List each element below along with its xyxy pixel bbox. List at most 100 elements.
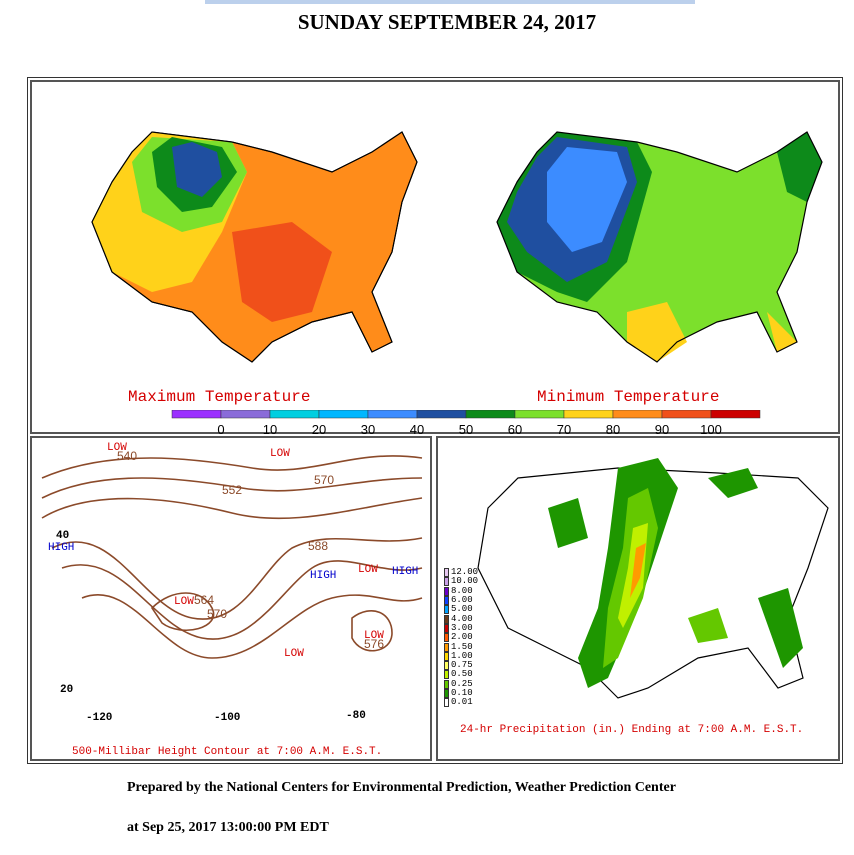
- precip-legend-row: 0.01: [444, 697, 478, 708]
- precip-legend-swatch: [444, 577, 449, 587]
- low-marker-north: LOW: [270, 448, 290, 460]
- precipitation-map: [477, 458, 829, 699]
- precip-legend-row: 3.00: [444, 622, 478, 633]
- precip-legend-swatch: [444, 614, 449, 624]
- scale-swatch: [318, 410, 369, 419]
- precip-legend-swatch: [444, 586, 449, 596]
- scale-swatch: [514, 410, 565, 419]
- scale-tick-label: 40: [410, 422, 424, 437]
- temperature-panel: Maximum Temperature Minimum Temperature …: [30, 80, 840, 437]
- precipitation-legend: 12.00 10.00 8.00 6.00 5.00 4.00 3.00 2.00 1.50 1.…: [444, 567, 479, 708]
- precip-legend-label: 0.25: [451, 678, 473, 689]
- precip-legend-row: 10.00: [444, 576, 479, 587]
- page-title: SUNDAY SEPTEMBER 24, 2017: [297, 10, 597, 34]
- high-marker-east: HIGH: [392, 566, 419, 578]
- precip-legend-label: 0.75: [451, 660, 473, 671]
- scale-tick-label: 30: [361, 422, 375, 437]
- precip-legend-row: 2.00: [444, 632, 478, 643]
- precip-legend-label: 0.01: [451, 697, 473, 708]
- precip-legend-swatch: [444, 605, 449, 615]
- scale-tick-label: 80: [606, 422, 620, 437]
- height-contour-panel: 552 588 564 576 570 570 540 HIGH HIGH HI…: [30, 436, 432, 761]
- scale-tick-label: 50: [459, 422, 473, 437]
- precipitation-panel: 12.00 10.00 8.00 6.00 5.00 4.00 3.00 2.00 1.50 1.…: [436, 436, 840, 761]
- max-temperature-map: [91, 131, 418, 363]
- low-marker-north-west: LOW: [107, 442, 127, 454]
- precip-legend-label: 1.50: [451, 641, 473, 652]
- precip-legend-label: 12.00: [451, 567, 479, 578]
- precip-legend-label: 3.00: [451, 622, 473, 633]
- scale-swatch: [465, 410, 516, 419]
- lon-label-80: -80: [346, 710, 366, 722]
- high-marker-west: HIGH: [48, 542, 75, 554]
- scale-swatch: [612, 410, 663, 419]
- lat-label-20: 20: [60, 684, 74, 696]
- temperature-color-scale: 0 10 20 30 40 50 60 70 80 90 100: [171, 410, 761, 437]
- precip-legend-swatch: [444, 670, 449, 680]
- precip-legend-row: 0.10: [444, 689, 478, 698]
- lat-label-40: 40: [56, 530, 70, 542]
- svg-text:570: 570: [207, 607, 227, 621]
- low-marker-east: LOW: [358, 564, 378, 576]
- precip-legend-row: 8.00: [444, 586, 478, 596]
- scale-tick-label: 60: [508, 422, 522, 437]
- scale-tick-label: 20: [312, 422, 326, 437]
- scale-swatch: [661, 410, 712, 419]
- timestamp-line: at Sep 25, 2017 13:00:00 PM EDT: [127, 820, 329, 835]
- scale-tick-label: 90: [655, 422, 669, 437]
- precip-legend-swatch: [444, 623, 449, 633]
- precip-legend-row: 1.00: [444, 651, 478, 661]
- svg-text:564: 564: [194, 593, 214, 607]
- precip-legend-swatch: [444, 651, 449, 661]
- scale-swatch: [171, 410, 222, 419]
- svg-text:540: 540: [117, 449, 137, 463]
- lon-label-120: -120: [86, 712, 113, 724]
- precip-legend-label: 10.00: [451, 576, 479, 587]
- scale-swatch: [269, 410, 320, 419]
- low-marker-atlantic: LOW: [364, 630, 384, 642]
- scale-tick-label: 70: [557, 422, 571, 437]
- min-temperature-map: [496, 131, 823, 363]
- header-image-strip: [205, 0, 695, 4]
- svg-text:588: 588: [308, 539, 328, 553]
- precip-legend-swatch: [444, 596, 449, 606]
- precip-legend-row: 0.50: [444, 669, 478, 680]
- precip-legend-row: 5.00: [444, 605, 478, 615]
- scale-swatch: [367, 410, 418, 419]
- precip-legend-row: 6.00: [444, 595, 478, 606]
- svg-text:576: 576: [364, 637, 384, 651]
- credit-line: Prepared by the National Centers for Env…: [127, 780, 676, 795]
- svg-text:570: 570: [314, 473, 334, 487]
- precip-legend-swatch: [444, 698, 449, 708]
- precip-legend-label: 4.00: [451, 613, 473, 624]
- svg-text:552: 552: [222, 483, 242, 497]
- precip-legend-row: 1.50: [444, 641, 478, 652]
- scale-swatch: [710, 410, 761, 419]
- precip-legend-label: 0.10: [451, 688, 473, 698]
- max-temperature-label: Maximum Temperature: [128, 388, 311, 406]
- scale-tick-label: 10: [263, 422, 277, 437]
- high-marker-central: HIGH: [310, 570, 337, 582]
- precip-legend-row: 12.00: [444, 567, 479, 578]
- precip-legend-label: 6.00: [451, 595, 473, 606]
- precip-legend-swatch: [444, 642, 449, 652]
- precip-legend-swatch: [444, 679, 449, 689]
- precipitation-caption: 24-hr Precipitation (in.) Ending at 7:00…: [460, 724, 804, 736]
- precip-legend-row: 4.00: [444, 613, 478, 624]
- precip-legend-swatch: [444, 661, 449, 671]
- precip-legend-row: 0.75: [444, 660, 478, 671]
- scale-tick-label: 0: [217, 422, 224, 437]
- lon-label-100: -100: [214, 712, 241, 724]
- precip-legend-swatch: [444, 689, 449, 698]
- scale-tick-label: 100: [700, 422, 722, 437]
- scale-swatch: [416, 410, 467, 419]
- low-marker-west: LOW: [174, 596, 194, 608]
- scale-swatch: [220, 410, 271, 419]
- precip-legend-label: 2.00: [451, 632, 473, 643]
- precip-legend-label: 0.50: [451, 669, 473, 680]
- height-contour-map: 552 588 564 576 570 570 540: [41, 449, 423, 659]
- maps-frame: Maximum Temperature Minimum Temperature …: [27, 77, 843, 764]
- height-contour-caption: 500-Millibar Height Contour at 7:00 A.M.…: [72, 746, 383, 758]
- scale-swatch: [563, 410, 614, 419]
- min-temperature-label: Minimum Temperature: [537, 388, 720, 406]
